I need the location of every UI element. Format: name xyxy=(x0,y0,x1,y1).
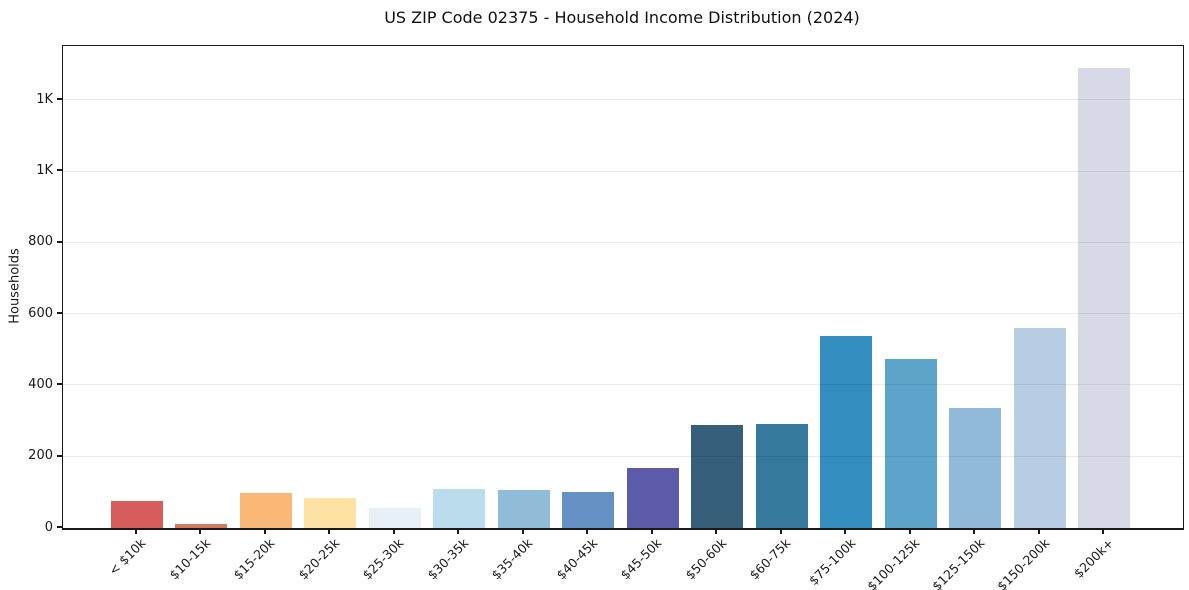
x-tick-mark xyxy=(199,529,202,534)
y-tick-mark xyxy=(57,98,62,101)
x-tick-label: < $10k xyxy=(105,535,149,579)
bar-100-125k xyxy=(884,359,937,528)
x-tick-mark xyxy=(392,529,395,534)
bar-75-100k xyxy=(820,335,873,528)
x-tick-mark xyxy=(521,529,524,534)
y-tick-mark xyxy=(57,312,62,315)
x-tick-label: $125-150k xyxy=(929,535,988,590)
x-tick-label: $25-30k xyxy=(359,535,407,583)
y-tick-mark xyxy=(57,169,62,172)
y-tick-label: 400 xyxy=(28,376,53,392)
x-tick-mark xyxy=(779,529,782,534)
y-tick-mark xyxy=(57,383,62,386)
bar-125-150k xyxy=(949,407,1002,528)
x-tick-mark xyxy=(973,529,976,534)
bar-10-15k xyxy=(175,524,228,528)
bar-40-45k xyxy=(562,492,615,528)
y-tick-label: 600 xyxy=(28,305,53,321)
x-tick-mark xyxy=(1102,529,1105,534)
y-tick-label: 0 xyxy=(44,519,53,535)
x-tick-label: $100-125k xyxy=(864,535,923,590)
x-tick-label: $20-25k xyxy=(294,535,342,583)
x-tick-label: $30-35k xyxy=(424,535,472,583)
x-tick-mark xyxy=(586,529,589,534)
x-tick-label: $75-100k xyxy=(805,535,859,588)
bar-20-25k xyxy=(304,497,357,528)
x-tick-label: $10-15k xyxy=(165,535,213,583)
y-tick-label: 200 xyxy=(28,448,53,464)
x-tick-label: $60-75k xyxy=(746,535,794,583)
x-tick-label: $40-45k xyxy=(553,535,601,583)
bar-25-30k xyxy=(368,508,421,528)
y-tick-mark xyxy=(57,526,62,528)
x-tick-mark xyxy=(1037,529,1040,534)
x-tick-label: $35-40k xyxy=(488,535,536,583)
x-tick-label: $200k+ xyxy=(1070,535,1117,581)
bar-45-50k xyxy=(626,467,679,528)
y-tick-label: 1K xyxy=(36,91,53,107)
y-tick-label: 800 xyxy=(28,234,53,250)
bar-10k xyxy=(110,501,163,528)
bar-30-35k xyxy=(433,488,486,528)
x-tick-mark xyxy=(844,529,847,534)
x-tick-mark xyxy=(715,529,718,534)
bar-150-200k xyxy=(1013,328,1066,528)
x-tick-label: $150-200k xyxy=(993,535,1052,590)
bar-60-75k xyxy=(755,424,808,528)
chart-title: US ZIP Code 02375 - Household Income Dis… xyxy=(384,8,860,27)
y-tick-mark xyxy=(57,240,62,243)
x-tick-mark xyxy=(908,529,911,534)
bar-200k xyxy=(1078,67,1131,528)
y-tick-mark xyxy=(57,454,62,457)
bar-50-60k xyxy=(691,424,744,528)
plot-area xyxy=(62,45,1184,530)
x-tick-mark xyxy=(134,529,137,534)
x-tick-mark xyxy=(650,529,653,534)
x-tick-mark xyxy=(263,529,266,534)
bar-35-40k xyxy=(497,490,550,528)
x-tick-mark xyxy=(328,529,331,534)
x-tick-label: $15-20k xyxy=(230,535,278,583)
x-tick-label: $45-50k xyxy=(617,535,665,583)
y-tick-label: 1K xyxy=(36,162,53,178)
x-tick-label: $50-60k xyxy=(682,535,730,583)
bar-15-20k xyxy=(239,493,292,528)
bars-layer xyxy=(63,46,1183,528)
x-tick-mark xyxy=(457,529,460,534)
